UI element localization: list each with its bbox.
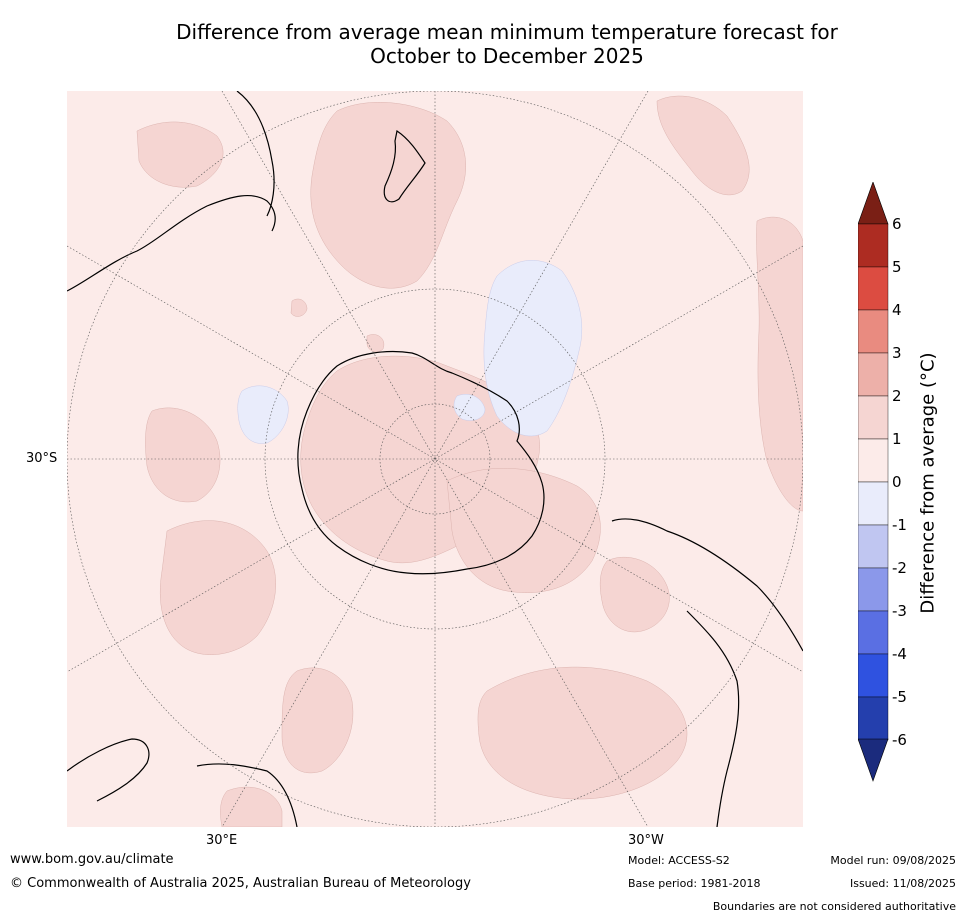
warm-region-east-band <box>756 216 803 512</box>
model-name: Model: ACCESS-S2 <box>628 854 730 867</box>
colorbar-band <box>857 352 889 397</box>
warm-region-bottom-left <box>220 786 283 827</box>
colorbar-band <box>857 653 889 698</box>
colorbar-tick-4: 4 <box>892 301 902 319</box>
warm-region-south-central <box>281 667 354 773</box>
coast-africa <box>67 738 298 827</box>
colorbar-extend-arrow-top <box>857 181 889 225</box>
colorbar-tick-minus-5: -5 <box>892 688 907 706</box>
colorbar-svg <box>857 181 889 782</box>
colorbar-band <box>857 266 889 311</box>
warm-region-northwest <box>136 121 224 188</box>
cool-anomaly-regions <box>237 260 582 444</box>
cool-region-south-atlantic <box>483 260 582 437</box>
warm-anomaly-regions <box>136 95 803 827</box>
colorbar-band <box>857 567 889 612</box>
warm-region-north-pacific <box>310 102 466 289</box>
colorbar-tick-0: 0 <box>892 473 902 491</box>
longitude-label-30w: 30°W <box>628 833 664 848</box>
graticule-circle-mid <box>264 288 606 630</box>
warm-region-southeast <box>599 556 670 633</box>
model-run-date: Model run: 09/08/2025 <box>830 854 956 867</box>
colorbar-tick-1: 1 <box>892 430 902 448</box>
colorbar-band <box>857 438 889 483</box>
colorbar-band <box>857 223 889 268</box>
warm-region-south <box>477 666 688 800</box>
colorbar-tick-minus-2: -2 <box>892 559 907 577</box>
coast-australia <box>67 91 276 292</box>
copyright-text: © Commonwealth of Australia 2025, Austra… <box>10 876 471 891</box>
latitude-label-30s: 30°S <box>26 451 58 466</box>
coast-antarctica <box>297 350 545 575</box>
coast-new-zealand <box>383 130 426 203</box>
title-line-1: Difference from average mean minimum tem… <box>176 20 838 44</box>
issued-date: Issued: 11/08/2025 <box>849 877 956 890</box>
colorbar-extend-arrow-bottom <box>857 738 889 782</box>
colorbar-tick-minus-1: -1 <box>892 516 907 534</box>
colorbar <box>857 181 918 782</box>
coast-south-america <box>611 518 803 827</box>
warm-region-south-atlantic <box>446 468 601 593</box>
title-line-2: October to December 2025 <box>370 44 644 68</box>
map-title: Difference from average mean minimum tem… <box>0 20 965 68</box>
colorbar-tick-minus-3: -3 <box>892 602 907 620</box>
colorbar-tick-minus-4: -4 <box>892 645 907 663</box>
disclaimer: Boundaries are not considered authoritat… <box>712 900 956 913</box>
colorbar-title: Difference from average (°C) <box>917 352 939 614</box>
longitude-label-30e: 30°E <box>206 833 238 848</box>
colorbar-tick-2: 2 <box>892 387 902 405</box>
colorbar-band <box>857 481 889 526</box>
website-link[interactable]: www.bom.gov.au/climate <box>10 852 174 867</box>
colorbar-band <box>857 610 889 655</box>
colorbar-tick-3: 3 <box>892 344 902 362</box>
warm-region-west <box>145 407 221 503</box>
warm-region-small-islands <box>290 298 385 353</box>
colorbar-tick-6: 6 <box>892 215 902 233</box>
warm-region-northeast <box>656 95 750 196</box>
colorbar-bands <box>857 223 889 741</box>
colorbar-band <box>857 524 889 569</box>
base-period: Base period: 1981-2018 <box>628 877 761 890</box>
warm-region-southwest <box>159 520 276 655</box>
map-svg <box>67 91 803 827</box>
cool-region-southeast-patch <box>453 393 486 421</box>
cool-region-indian-ocean <box>237 385 289 444</box>
coastlines <box>67 91 803 827</box>
polar-map <box>67 91 803 827</box>
graticule <box>67 91 803 827</box>
colorbar-band <box>857 309 889 354</box>
colorbar-tick-minus-6: -6 <box>892 731 907 749</box>
colorbar-band <box>857 696 889 741</box>
colorbar-band <box>857 395 889 440</box>
colorbar-tick-5: 5 <box>892 258 902 276</box>
